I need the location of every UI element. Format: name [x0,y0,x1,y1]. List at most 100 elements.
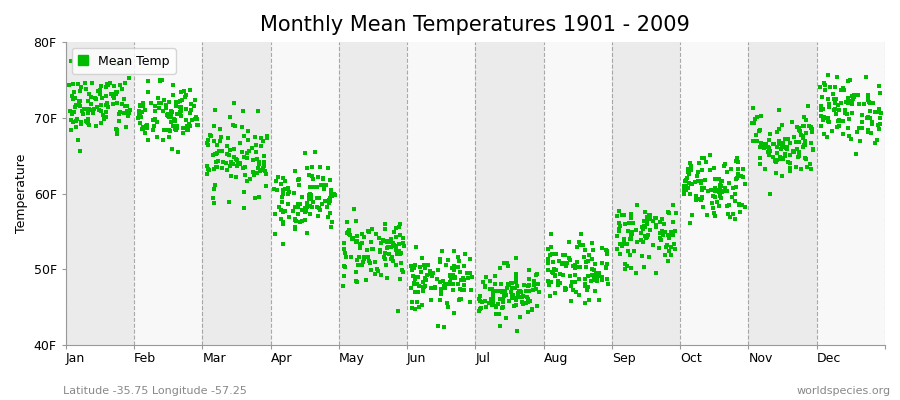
Point [796,122,811,129]
Point [99,114,113,121]
Point [436,324,451,330]
Point [228,154,242,160]
Point [319,182,333,188]
Point [501,262,516,269]
Point [783,160,797,166]
Point [513,287,527,294]
Point [190,116,204,122]
Point [393,276,408,282]
Point [393,260,408,266]
Point [560,260,574,266]
Point [448,274,463,281]
Point [595,260,609,266]
Point [295,206,310,213]
Point [308,148,322,155]
Point [189,114,203,120]
Point [323,187,338,194]
Point [679,176,693,183]
Point [576,241,590,248]
Point [305,172,320,179]
Point [730,155,744,161]
Point [821,115,835,121]
Point [380,239,394,245]
Point [693,197,707,203]
Point [256,138,270,144]
Point [806,147,821,153]
Point [636,218,651,224]
Point [100,100,114,106]
Point [666,202,680,208]
Point [374,272,388,279]
Point [388,243,402,250]
Point [338,240,352,246]
Point [489,304,503,310]
Point [188,116,202,122]
Legend: Mean Temp: Mean Temp [72,48,176,74]
Point [387,228,401,235]
Point [81,116,95,122]
Point [586,246,600,253]
Point [292,219,307,225]
Point [753,113,768,120]
Point [228,122,242,129]
Point [418,275,432,281]
Point [559,286,573,292]
Point [868,108,882,115]
Point [305,204,320,210]
Point [817,115,832,122]
Point [326,191,340,197]
Point [563,298,578,304]
Point [757,145,771,151]
Point [140,89,155,95]
Point [404,262,419,269]
Point [778,151,792,157]
Point [773,154,788,160]
Point [94,120,108,126]
Point [730,175,744,182]
Point [138,130,152,136]
Point [645,242,660,248]
Point [568,279,582,285]
Point [508,271,523,277]
Point [251,164,266,171]
Point [322,197,337,203]
Point [311,213,326,220]
Point [479,274,493,280]
Point [361,254,375,260]
Point [708,194,723,200]
Point [783,152,797,158]
Point [229,174,243,180]
Point [352,254,366,260]
Point [840,111,854,118]
Point [541,246,555,252]
Point [107,83,122,90]
Point [778,144,793,150]
Point [451,254,465,261]
Point [489,311,503,317]
Point [598,246,613,253]
Point [796,123,810,130]
Point [446,287,461,293]
Point [804,140,818,146]
Point [303,196,318,202]
Point [428,284,442,290]
Point [288,203,302,210]
Point [717,161,732,167]
Point [95,112,110,118]
Bar [612,42,680,345]
Point [122,110,136,116]
Point [623,236,637,242]
Point [698,185,712,191]
Point [200,162,214,169]
Point [768,158,782,164]
Point [850,129,864,135]
Point [410,281,424,287]
Point [294,218,309,224]
Point [862,108,877,114]
Point [245,145,259,152]
Point [508,301,523,308]
Point [407,265,421,271]
Point [822,101,836,108]
Point [472,308,486,314]
Point [562,254,576,261]
